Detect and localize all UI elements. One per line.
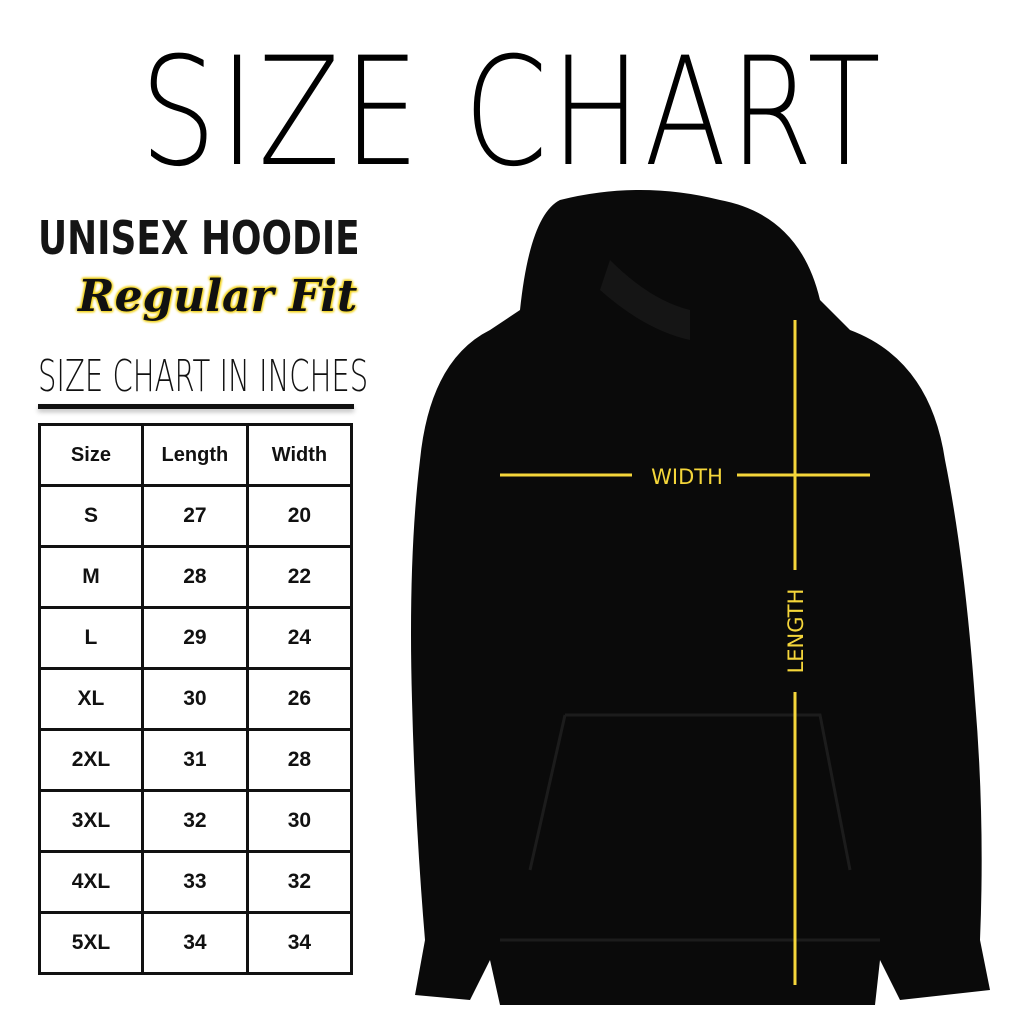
cell-length: 29: [140, 606, 249, 670]
heading-underline: [38, 404, 354, 409]
cell-length: 28: [140, 545, 249, 609]
cell-size: XL: [38, 667, 144, 731]
table-row: 3XL 32 30: [38, 789, 354, 853]
cell-size: 4XL: [38, 850, 144, 914]
table-header-row: Size Length Width: [38, 423, 354, 487]
cell-length: 27: [140, 484, 249, 548]
length-label: LENGTH: [784, 589, 808, 674]
cell-length: 34: [140, 911, 249, 975]
hoodie-icon: [411, 190, 990, 1005]
table-row: S 27 20: [38, 484, 354, 548]
header-width: Width: [245, 423, 354, 487]
cell-length: 32: [140, 789, 249, 853]
cell-size: 5XL: [38, 911, 144, 975]
table-row: 2XL 31 28: [38, 728, 354, 792]
cell-width: 34: [245, 911, 354, 975]
cell-size: 3XL: [38, 789, 144, 853]
cell-width: 32: [245, 850, 354, 914]
cell-size: M: [38, 545, 144, 609]
table-row: XL 30 26: [38, 667, 354, 731]
cell-length: 30: [140, 667, 249, 731]
fit-label: Regular Fit: [78, 271, 358, 322]
cell-width: 28: [245, 728, 354, 792]
cell-length: 33: [140, 850, 249, 914]
size-table: Size Length Width S 27 20 M 28 22 L 29 24 XL 30 26 2…: [38, 423, 354, 975]
cell-width: 20: [245, 484, 354, 548]
page-title: SIZE CHART: [140, 26, 884, 200]
width-label: WIDTH: [651, 465, 723, 489]
cell-size: L: [38, 606, 144, 670]
table-row: M 28 22: [38, 545, 354, 609]
table-row: L 29 24: [38, 606, 354, 670]
table-row: 4XL 33 32: [38, 850, 354, 914]
cell-length: 31: [140, 728, 249, 792]
cell-width: 22: [245, 545, 354, 609]
table-row: 5XL 34 34: [38, 911, 354, 975]
product-name: UNISEX HOODIE: [38, 211, 360, 265]
cell-size: S: [38, 484, 144, 548]
cell-width: 24: [245, 606, 354, 670]
header-length: Length: [140, 423, 249, 487]
cell-width: 26: [245, 667, 354, 731]
cell-width: 30: [245, 789, 354, 853]
header-size: Size: [38, 423, 144, 487]
unit-heading: SIZE CHART IN INCHES: [38, 351, 369, 402]
cell-size: 2XL: [38, 728, 144, 792]
